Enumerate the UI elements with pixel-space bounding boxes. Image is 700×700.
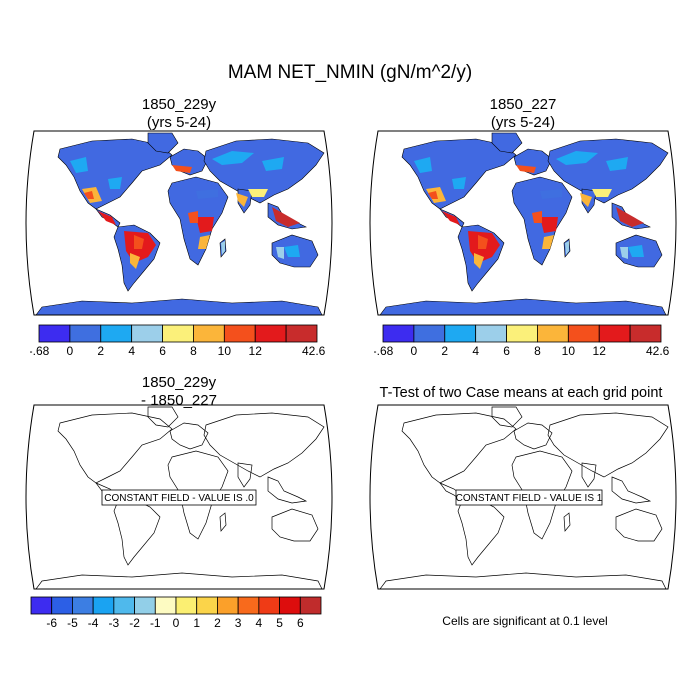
- colorbar-swatch: [475, 324, 507, 343]
- colorbar-tick-label: -1: [150, 616, 161, 630]
- colorbar-tick-label: 3: [235, 616, 242, 630]
- colorbar-tick-label: 0: [67, 344, 74, 358]
- colorbar-swatch: [382, 324, 415, 343]
- colorbar-tick-label: 0: [411, 344, 418, 358]
- colorbar-swatch: [279, 596, 301, 615]
- panel3-map: CONSTANT FIELD - VALUE IS .0: [25, 404, 333, 590]
- panel1-title-line1: 1850_229y: [141, 96, 217, 113]
- colorbar-swatch: [598, 324, 631, 343]
- colorbar-swatch: [162, 324, 194, 343]
- panel4-constant-box: [455, 489, 603, 506]
- panel2-title-line1: 1850_227: [489, 96, 557, 113]
- colorbar-tick-label: 4: [472, 344, 479, 358]
- panel1-colorbar: -.68 0 2 4 6 8 10 12 42.65: [30, 324, 326, 358]
- colorbar-tick-label: -.68: [374, 344, 394, 358]
- colorbar-swatch: [134, 596, 156, 615]
- panel4-map-border: [369, 404, 677, 590]
- panel3-title-line1: 1850_229y: [141, 374, 217, 391]
- colorbar-tick-label: -4: [88, 616, 99, 630]
- figure-title: MAM NET_NMIN (gN/m^2/y): [227, 62, 473, 83]
- colorbar-tick-label: 1: [193, 616, 200, 630]
- colorbar-swatch: [258, 596, 280, 615]
- colorbar-tick-label: 42.65: [302, 344, 326, 358]
- colorbar-tick-label: 10: [218, 344, 232, 358]
- significance-note: Cells are significant at 0.1 level: [442, 614, 608, 628]
- colorbar-tick-label: 2: [97, 344, 104, 358]
- colorbar-tick-label: 10: [562, 344, 576, 358]
- panel2-map: [369, 130, 677, 316]
- colorbar-swatch: [69, 324, 102, 343]
- colorbar-swatch: [113, 596, 135, 615]
- colorbar-swatch: [567, 324, 600, 343]
- colorbar-tick-label: 2: [441, 344, 448, 358]
- colorbar-tick-label: 5: [276, 616, 283, 630]
- colorbar-swatch: [193, 324, 225, 343]
- colorbar-swatch: [100, 324, 133, 343]
- colorbar-swatch: [285, 324, 318, 343]
- colorbar-swatch: [154, 596, 177, 615]
- colorbar-swatch: [299, 596, 322, 615]
- colorbar-swatch: [237, 596, 260, 615]
- panel2-title-line2: (yrs 5-24): [490, 114, 556, 131]
- panel3-constant-box: [101, 489, 257, 506]
- colorbar-swatch: [131, 324, 163, 343]
- colorbar-tick-label: -5: [67, 616, 78, 630]
- panel3-map-border: [25, 404, 333, 590]
- colorbar-tick-label: 6: [159, 344, 166, 358]
- colorbar-swatch: [217, 596, 239, 615]
- colorbar-swatch: [30, 596, 53, 615]
- colorbar-swatch: [506, 324, 538, 343]
- panel1-title: 1850_229y (yrs 5-24): [22, 96, 336, 132]
- colorbar-swatch: [223, 324, 256, 343]
- panel4-title: T-Test of two Case means at each grid po…: [379, 385, 663, 401]
- colorbar-tick-label: -2: [129, 616, 140, 630]
- panel2-map-border: [369, 130, 677, 316]
- panel1-title-line2: (yrs 5-24): [146, 114, 212, 131]
- panel2-colorbar: -.68 0 2 4 6 8 10 12 42.65: [374, 324, 670, 358]
- colorbar-tick-label: 6: [503, 344, 510, 358]
- panel1-map: [25, 130, 333, 316]
- colorbar-swatch: [537, 324, 569, 343]
- colorbar-tick-label: 8: [534, 344, 541, 358]
- panel4-constant-label: CONSTANT FIELD - VALUE IS 1: [456, 493, 603, 504]
- colorbar-swatch: [413, 324, 446, 343]
- colorbar-tick-label: 6: [297, 616, 304, 630]
- colorbar-tick-label: 42.65: [646, 344, 670, 358]
- panel3-colorbar: -6 -5 -4 -3 -2 -1 0 1 2 3 4 5 6: [30, 596, 322, 630]
- colorbar-tick-label: 12: [593, 344, 607, 358]
- colorbar-swatch: [444, 324, 477, 343]
- colorbar-swatch: [629, 324, 662, 343]
- colorbar-tick-label: -3: [109, 616, 120, 630]
- colorbar-tick-label: 8: [190, 344, 197, 358]
- colorbar-tick-label: -.68: [30, 344, 50, 358]
- colorbar-tick-label: 2: [214, 616, 221, 630]
- colorbar-swatch: [38, 324, 71, 343]
- colorbar-swatch: [196, 596, 218, 615]
- colorbar-tick-label: 4: [128, 344, 135, 358]
- colorbar-swatch: [92, 596, 115, 615]
- panel4-map: CONSTANT FIELD - VALUE IS 1: [369, 404, 677, 590]
- colorbar-tick-label: 4: [256, 616, 263, 630]
- colorbar-tick-label: 0: [173, 616, 180, 630]
- colorbar-swatch: [175, 596, 198, 615]
- colorbar-swatch: [72, 596, 94, 615]
- panel1-map-border: [25, 130, 333, 316]
- colorbar-swatch: [254, 324, 287, 343]
- panel2-title: 1850_227 (yrs 5-24): [366, 96, 680, 132]
- panel3-constant-label: CONSTANT FIELD - VALUE IS .0: [104, 493, 254, 504]
- colorbar-tick-label: 12: [249, 344, 263, 358]
- colorbar-tick-label: -6: [46, 616, 57, 630]
- colorbar-swatch: [51, 596, 73, 615]
